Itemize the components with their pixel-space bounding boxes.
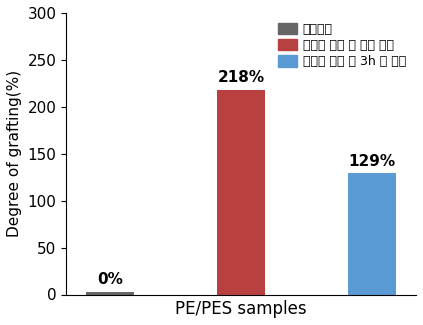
Legend: 산소유입, 전자선 조사 후 바로 중합, 전자선 조사 후 3h 후 중합: 산소유입, 전자선 조사 후 바로 중합, 전자선 조사 후 3h 후 중합 xyxy=(274,19,410,72)
Bar xyxy=(348,174,396,294)
Bar xyxy=(217,90,265,294)
X-axis label: PE/PES samples: PE/PES samples xyxy=(175,300,307,318)
Text: 218%: 218% xyxy=(217,70,265,85)
Y-axis label: Degree of grafting(%): Degree of grafting(%) xyxy=(7,70,22,237)
Text: 129%: 129% xyxy=(349,154,396,169)
Text: 0%: 0% xyxy=(97,272,123,287)
Bar xyxy=(86,292,134,294)
